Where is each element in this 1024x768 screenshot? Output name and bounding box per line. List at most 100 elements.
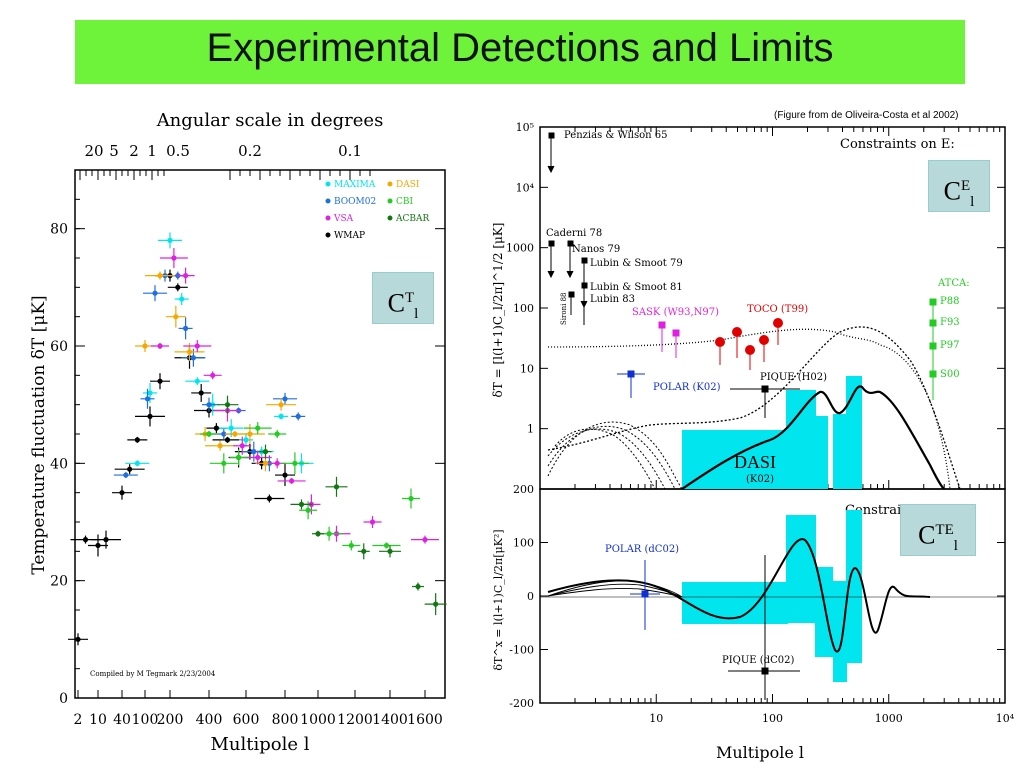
ann-atca: ATCA: — [937, 278, 970, 289]
data-point — [221, 460, 227, 466]
top-axis-title: Angular scale in degrees — [156, 110, 384, 131]
top-tick-label: 5 — [109, 142, 119, 160]
x-tick-label: 200 — [157, 712, 184, 728]
x-tick-label: 40 — [113, 712, 131, 728]
legend-label: WMAP — [334, 231, 365, 241]
ann-lubin79: Lubin & Smoot 79 — [590, 258, 683, 269]
ann-pique-dc02: PIQUE (dC02) — [722, 655, 794, 666]
data-point — [221, 431, 227, 437]
bottom-x-axis-label: Multipole l — [716, 743, 804, 762]
polar-k02-marker — [617, 370, 645, 398]
x-tick-label: 1600 — [407, 712, 443, 728]
data-point — [82, 537, 89, 543]
data-point — [183, 325, 189, 331]
data-point — [408, 495, 414, 502]
x-tick-label: 1400 — [372, 712, 408, 728]
bottom-y-tick-label: 100 — [513, 537, 534, 550]
data-point — [123, 472, 129, 478]
legend-marker — [325, 232, 331, 238]
ann-p97: P97 — [940, 340, 959, 351]
data-point — [415, 583, 421, 590]
data-point — [134, 460, 140, 466]
top-y-axis-label: δT = [l(l+1)C_l/2π]^1/2 [μK] — [491, 223, 505, 398]
te-theory-curve — [547, 538, 931, 653]
compiled-credit: Compiled by M Tegmark 2/23/2004 — [90, 670, 216, 678]
ee-theory-curve — [681, 385, 945, 490]
ann-polar-k02: POLAR (K02) — [653, 382, 721, 393]
x-tick-label: 2 — [74, 712, 83, 728]
data-point — [243, 437, 249, 443]
right-chart: (Figure from de Oliveira-Costa et al 200… — [491, 110, 1015, 762]
top-y-tick-label: 1 — [527, 423, 534, 436]
top-y-tick-labels: 1 10 100 1000 10⁴ 10⁵ — [506, 121, 535, 436]
legend-label: DASI — [396, 180, 420, 190]
legend-label: VSA — [333, 214, 354, 224]
y-tick-label: 80 — [50, 222, 68, 238]
data-point — [95, 542, 101, 549]
legend-marker — [387, 181, 393, 187]
top-panel-title: Constraints on E: — [840, 137, 955, 152]
upper-limit-markers — [547, 132, 588, 325]
x-tick-label: 10 — [89, 712, 107, 728]
ann-pique-h02: PIQUE (H02) — [760, 372, 827, 383]
sask-markers — [658, 321, 680, 358]
data-point — [369, 519, 376, 525]
x-tick-label: 100 — [132, 712, 159, 728]
legend-marker — [325, 181, 331, 187]
bottom-y-tick-label: -100 — [509, 644, 534, 657]
data-point — [119, 490, 125, 496]
ann-nanos: Nanos 79 — [572, 244, 620, 255]
x-tick-label: 600 — [233, 712, 260, 728]
legend-marker — [387, 198, 393, 204]
data-point — [282, 396, 288, 402]
pique-h02-marker — [730, 385, 800, 418]
cte-label: CTEl — [900, 504, 976, 556]
data-point — [239, 443, 245, 449]
data-point — [262, 460, 269, 466]
ce-label: CEl — [928, 160, 990, 212]
data-point — [147, 413, 153, 419]
polar-dc02-marker — [630, 560, 660, 630]
axis-ticks — [539, 126, 1005, 704]
bottom-y-tick-label: -200 — [509, 697, 534, 710]
bottom-y-axis-label: δT^x = l(l+1)C_l/2π[μK²] — [492, 529, 505, 670]
data-points — [68, 232, 447, 646]
data-point — [157, 378, 163, 384]
data-point — [194, 343, 200, 349]
y-tick-label: 60 — [50, 339, 68, 355]
slide-title: Experimental Detections and Limits — [206, 26, 834, 70]
data-point — [175, 284, 181, 290]
data-point — [198, 390, 204, 396]
data-point — [255, 425, 261, 431]
data-point — [361, 548, 367, 554]
ann-s00: S00 — [940, 369, 960, 380]
y-tick-label: 40 — [50, 456, 68, 472]
left-chart: Angular scale in degrees 20 5 2 1 0.5 0.2 0.1 … — [29, 110, 447, 755]
bottom-y-tick-label: 0 — [527, 590, 534, 603]
data-point — [278, 402, 284, 408]
legend-label: ACBAR — [395, 214, 429, 224]
y-tick-label: 20 — [50, 574, 68, 590]
figure-credit: (Figure from de Oliveira-Costa et al 200… — [774, 110, 959, 121]
bottom-x-tick-label: 10 — [649, 712, 663, 725]
data-point — [289, 478, 295, 484]
data-point — [298, 501, 305, 507]
ct-label: CTl — [372, 272, 434, 324]
bottom-x-tick-label: 100 — [762, 712, 783, 725]
x-tick-label: 400 — [196, 712, 223, 728]
legend-marker — [387, 215, 393, 221]
top-y-tick-label: 100 — [513, 302, 534, 315]
top-tick-label: 0.1 — [338, 142, 362, 160]
x-tick-label: 1200 — [337, 712, 373, 728]
data-point — [433, 601, 439, 607]
ann-lubin83: Lubin 83 — [590, 294, 635, 305]
data-point — [224, 437, 231, 443]
ann-toco: TOCO (T99) — [747, 304, 808, 315]
data-point — [247, 431, 253, 437]
ann-polar-dc02: POLAR (dC02) — [605, 544, 679, 555]
data-point — [348, 542, 354, 549]
top-y-tick-label: 10 — [520, 362, 534, 375]
data-point — [75, 636, 81, 642]
legend-label: MAXIMA — [334, 180, 376, 190]
data-point — [333, 484, 340, 490]
